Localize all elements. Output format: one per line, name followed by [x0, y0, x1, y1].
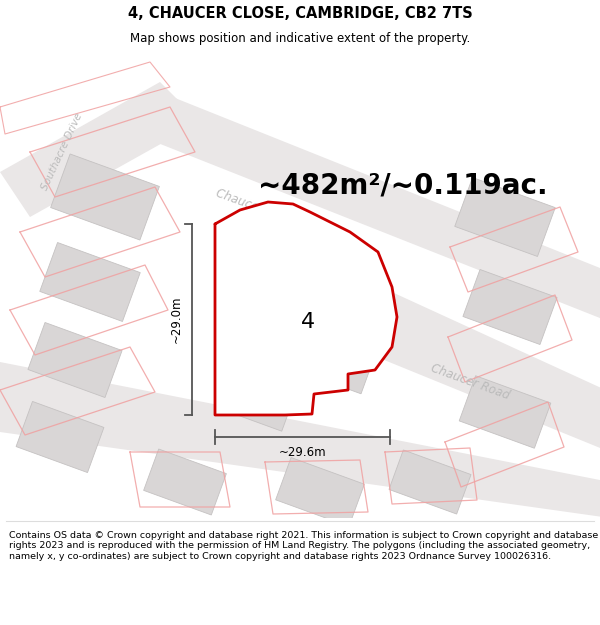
Polygon shape: [225, 250, 395, 394]
Polygon shape: [0, 82, 200, 217]
Polygon shape: [143, 449, 226, 515]
Polygon shape: [28, 322, 122, 398]
Text: 4, CHAUCER CLOSE, CAMBRIDGE, CB2 7TS: 4, CHAUCER CLOSE, CAMBRIDGE, CB2 7TS: [128, 6, 472, 21]
Polygon shape: [218, 363, 298, 431]
Polygon shape: [16, 401, 104, 472]
Text: Southacre Drive: Southacre Drive: [40, 112, 84, 192]
Text: Chaucer Road: Chaucer Road: [429, 362, 511, 403]
Text: ~29.6m: ~29.6m: [278, 446, 326, 459]
Text: ~29.0m: ~29.0m: [170, 296, 182, 343]
Polygon shape: [275, 458, 364, 526]
Polygon shape: [340, 282, 600, 452]
Text: Contains OS data © Crown copyright and database right 2021. This information is : Contains OS data © Crown copyright and d…: [9, 531, 598, 561]
Text: 4: 4: [301, 312, 315, 332]
Polygon shape: [459, 376, 551, 448]
Text: Chaucer Road: Chaucer Road: [214, 187, 296, 228]
Polygon shape: [130, 92, 600, 322]
Text: ~482m²/~0.119ac.: ~482m²/~0.119ac.: [258, 171, 548, 199]
Polygon shape: [389, 450, 471, 514]
Polygon shape: [0, 362, 600, 518]
Polygon shape: [463, 269, 557, 344]
Polygon shape: [40, 242, 140, 321]
Polygon shape: [455, 177, 555, 256]
Polygon shape: [50, 154, 160, 240]
Polygon shape: [215, 202, 397, 415]
Text: Map shows position and indicative extent of the property.: Map shows position and indicative extent…: [130, 32, 470, 45]
